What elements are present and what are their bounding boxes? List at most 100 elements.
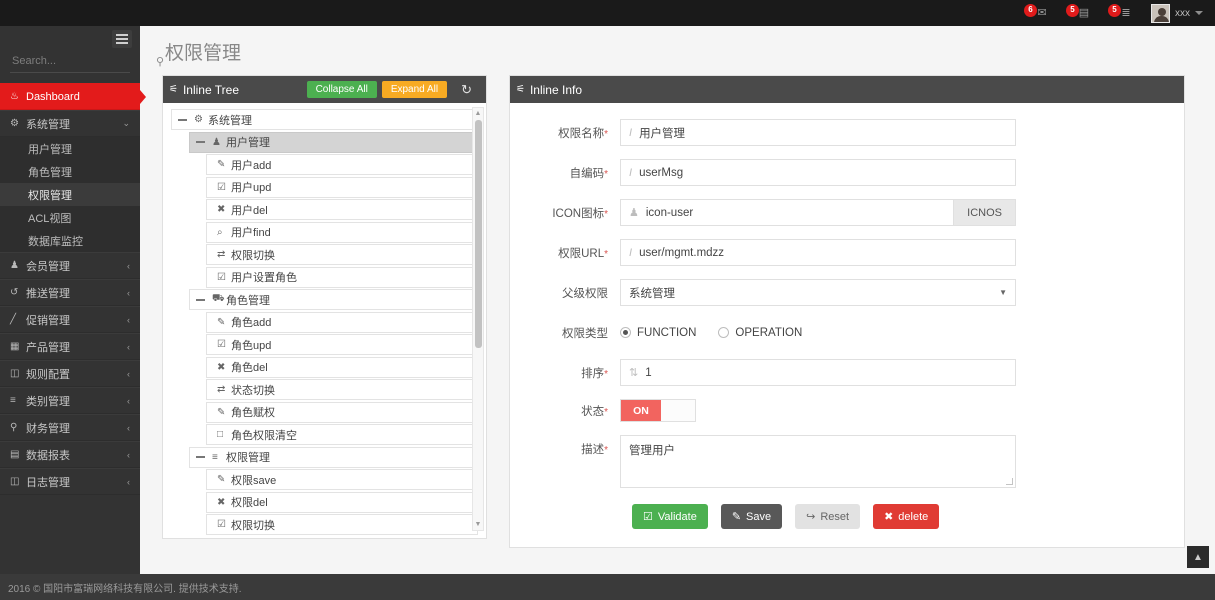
sidebar-item-8[interactable]: ⚲ 财务管理 ‹ [0, 414, 140, 441]
sidebar-item-label: 数据报表 [26, 449, 70, 462]
sort-input[interactable]: ⇅ 1 [620, 359, 1016, 386]
description-textarea[interactable]: 管理用户 [620, 435, 1016, 488]
sidebar-subitem-1[interactable]: 角色管理 [28, 166, 72, 179]
caret-up-icon[interactable]: ▲ [474, 110, 482, 117]
user-name: xxx [1175, 7, 1190, 19]
delete-button[interactable]: ✖ delete [873, 504, 940, 529]
sidebar-item-1[interactable]: ⚙ 系统管理 ⌄ [0, 110, 140, 137]
tree-node[interactable]: ✎ 权限save [206, 469, 478, 490]
tree-node[interactable]: ≡ 权限管理 [189, 446, 478, 468]
label-type: 权限类型 [562, 327, 608, 340]
home-icon: ♨ [10, 91, 19, 102]
tree-node-label: 权限管理 [226, 452, 270, 464]
radio-option-0[interactable]: FUNCTION [620, 327, 696, 339]
chart-icon: ▤ [10, 449, 20, 460]
user-icon: ♟ [212, 136, 221, 148]
caret-down-icon[interactable]: ▼ [474, 521, 482, 528]
sidebar-item-7[interactable]: ≡ 类别管理 ‹ [0, 387, 140, 414]
label-name: 权限名称* [558, 127, 608, 140]
field-row-name: 权限名称* I 用户管理 [510, 119, 1184, 146]
button-label: Save [746, 510, 772, 523]
scrollbar-thumb[interactable] [475, 120, 482, 348]
sidebar-item-10[interactable]: ◫ 日志管理 ‹ [0, 468, 140, 495]
save-button[interactable]: ✎ Save [720, 504, 783, 529]
tree-node-label: 角色权限清空 [231, 429, 297, 442]
form-action-buttons: ☑ Validate ✎ Save ↪ Reset ✖ delete [510, 504, 1184, 529]
collapse-toggle-icon[interactable] [178, 118, 187, 121]
radio-dot-icon[interactable] [718, 327, 730, 338]
tree-node[interactable]: ☑ 用户upd [206, 176, 478, 198]
icon-input[interactable]: ♟ icon-user [620, 199, 955, 226]
hamburger-icon[interactable] [112, 30, 132, 48]
sidebar-subitem-0[interactable]: 用户管理 [28, 143, 72, 156]
validate-button[interactable]: ☑ Validate [632, 504, 708, 529]
tree-node[interactable]: ✎ 用户add [206, 154, 478, 175]
tree-node-label: 用户设置角色 [231, 272, 297, 284]
tree-node[interactable]: ☑ 权限切换 [206, 514, 478, 535]
pencil-icon: ✎ [217, 406, 226, 418]
sidebar-item-5[interactable]: ▦ 产品管理 ‹ [0, 333, 140, 360]
chevron-icon: ‹ [127, 260, 130, 271]
comment-icon[interactable]: ▤ 5 [1066, 4, 1095, 21]
sidebar-item-2[interactable]: ♟ 会员管理 ‹ [0, 252, 140, 279]
search-icon[interactable]: ⚲ [156, 55, 165, 68]
sitemap-icon: ⚟ [169, 84, 178, 95]
tree-scrollbar[interactable]: ▲ ▼ [472, 107, 484, 531]
sidebar-subitem-3[interactable]: ACL视图 [28, 212, 72, 225]
tree-node[interactable]: ✖ 权限del [206, 491, 478, 513]
tree-node[interactable]: ☑ 角色upd [206, 334, 478, 355]
text-cursor-icon: I [629, 246, 633, 259]
search-input[interactable] [10, 54, 156, 68]
spinner-icon[interactable]: ⇅ [629, 367, 639, 379]
tree-node[interactable]: ✖ 用户del [206, 199, 478, 220]
code-value: userMsg [639, 166, 684, 179]
status-toggle[interactable]: ON [620, 399, 696, 422]
tree-node[interactable]: ♟ 用户管理 [189, 131, 478, 153]
envelope-icon[interactable]: ✉ 6 [1024, 4, 1053, 21]
notification-group: ✉ 6 ▤ 5 ≣ 5 [1024, 4, 1137, 21]
sidebar-item-0[interactable]: ♨ Dashboard [0, 83, 140, 110]
sidebar-subitem-2[interactable]: 权限管理 [0, 183, 140, 206]
sidebar-item-3[interactable]: ↺ 推送管理 ‹ [0, 279, 140, 306]
parent-value: 系统管理 [629, 287, 675, 300]
scroll-to-top-button[interactable]: ▲ [1187, 546, 1209, 568]
url-input[interactable]: I user/mgmt.mdzz [620, 239, 1016, 266]
tree-node[interactable]: ✎ 角色赋权 [206, 401, 478, 423]
field-row-type: 权限类型 FUNCTION OPERATION [510, 319, 1184, 346]
sidebar-item-9[interactable]: ▤ 数据报表 ‹ [0, 441, 140, 468]
tree-node[interactable]: ⌕ 用户find [206, 221, 478, 243]
tree-node-label: 角色del [231, 362, 268, 374]
sidebar-subitem-4[interactable]: 数据库监控 [28, 235, 83, 248]
tree-node[interactable]: ✖ 角色del [206, 356, 478, 378]
tree-node[interactable]: ⇄ 状态切换 [206, 379, 478, 400]
sidebar-item-4[interactable]: ╱ 促销管理 ‹ [0, 306, 140, 333]
tree-node[interactable]: ⇄ 权限切换 [206, 244, 478, 265]
sitemap-icon: ⚟ [516, 84, 525, 95]
tree-node[interactable]: □ 角色权限清空 [206, 424, 478, 445]
tree-node[interactable]: ⚙ 系统管理 [171, 109, 478, 130]
status-toggle-label: ON [621, 400, 661, 421]
name-input[interactable]: I 用户管理 [620, 119, 1016, 146]
pencil-icon: ✎ [217, 474, 226, 485]
code-input[interactable]: I userMsg [620, 159, 1016, 186]
tree-node[interactable]: ☑ 用户设置角色 [206, 266, 478, 288]
collapse-toggle-icon[interactable] [196, 141, 205, 143]
parent-select[interactable]: 系统管理 ▼ [620, 279, 1016, 306]
tree-node[interactable]: ⛟ 角色管理 [189, 289, 478, 310]
expand-all-button[interactable]: Expand All [381, 81, 448, 98]
tasks-icon[interactable]: ≣ 5 [1108, 4, 1137, 21]
icnos-button[interactable]: ICNOS [954, 199, 1016, 226]
reset-button[interactable]: ↪ Reset [795, 504, 861, 529]
tree-node[interactable]: ✎ 角色add [206, 311, 478, 333]
collapse-toggle-icon[interactable] [196, 456, 205, 458]
radio-option-1[interactable]: OPERATION [718, 327, 802, 339]
sidebar-item-6[interactable]: ◫ 规则配置 ‹ [0, 360, 140, 387]
sitemap-icon: ⛟ [212, 293, 225, 304]
field-row-icon: ICON图标* ♟ icon-user ICNOS [510, 199, 1184, 226]
user-menu[interactable]: xxx [1151, 0, 1207, 26]
radio-dot-icon[interactable] [620, 327, 631, 338]
resize-grip-icon[interactable] [1006, 478, 1013, 485]
collapse-toggle-icon[interactable] [196, 298, 205, 301]
collapse-all-button[interactable]: Collapse All [306, 81, 377, 98]
refresh-icon[interactable]: ↻ [455, 81, 478, 99]
